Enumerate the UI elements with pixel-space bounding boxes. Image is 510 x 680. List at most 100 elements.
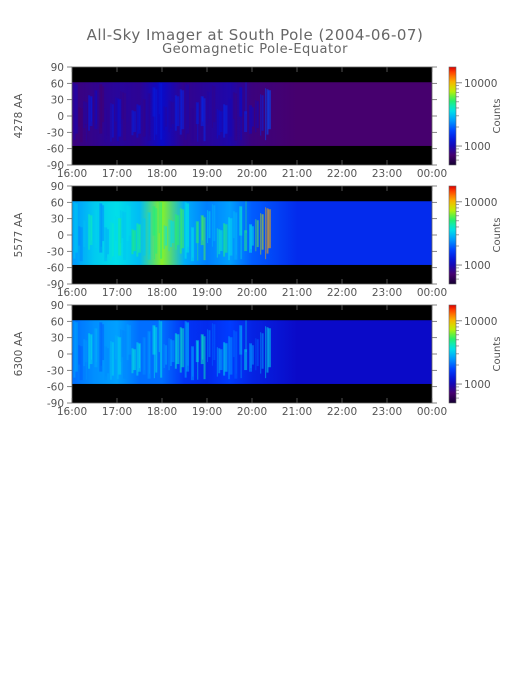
heatmap-streak: [111, 223, 114, 257]
heatmap-streak: [211, 323, 213, 366]
heatmap-streak: [144, 219, 146, 252]
heatmap-streak: [255, 219, 257, 252]
heatmap-streak: [184, 83, 187, 140]
x-tick-label: 16:00: [57, 287, 87, 299]
heatmap-streak: [266, 89, 269, 135]
heatmap-streak: [139, 344, 141, 369]
heatmap-streak: [240, 326, 242, 379]
y-tick-label: 60: [51, 197, 64, 209]
heatmap-streak: [121, 92, 124, 120]
heatmap-streak: [155, 208, 158, 254]
heatmap-streak: [78, 345, 81, 365]
heatmap-streak: [267, 328, 271, 368]
heatmap-streak: [174, 214, 177, 250]
heatmap-streak: [88, 95, 91, 131]
heatmap-streak: [72, 320, 73, 353]
x-tick-label: 00:00: [417, 287, 447, 299]
heatmap-streak: [83, 101, 86, 129]
heatmap-streak: [111, 342, 114, 376]
colorbar-label: Counts: [492, 337, 503, 372]
chart-title: All-Sky Imager at South Pole (2004-06-07…: [86, 26, 424, 44]
x-tick-label: 00:00: [417, 406, 447, 418]
heatmap-streak: [88, 214, 91, 250]
heatmap-streak: [73, 321, 76, 378]
heatmap-streak: [74, 84, 78, 134]
heatmap-streak: [232, 330, 235, 358]
heatmap-streak: [123, 212, 127, 260]
heatmap-streak: [131, 229, 134, 255]
panel-1: 90 60 30 0 -30 -60 -90 4278 AA 16:00 17:00 18:00 19…: [13, 62, 503, 180]
heatmap-streak: [202, 97, 204, 122]
heatmap-streak: [219, 111, 223, 133]
heatmap-streak: [265, 88, 267, 141]
heatmap-streak: [90, 335, 92, 360]
heatmap-streak: [88, 333, 91, 369]
y-tick-label: 0: [57, 111, 64, 123]
heatmap-streak: [192, 228, 194, 258]
y-tick-label: 30: [51, 333, 64, 345]
heatmap-streak: [219, 349, 223, 371]
y-tick-label: -30: [47, 246, 64, 258]
heatmap-streak: [136, 223, 139, 257]
heatmap-streak: [213, 205, 216, 242]
x-tick-label: 20:00: [237, 287, 267, 299]
y-axis-label: 6300 AA: [13, 331, 25, 377]
colorbar-tick-label: 1000: [464, 379, 491, 391]
heatmap-streak: [116, 98, 119, 142]
colorbar: [448, 66, 457, 166]
x-tick-label: 18:00: [147, 168, 177, 180]
x-tick-label: 17:00: [102, 168, 132, 180]
heatmap-streak: [105, 109, 107, 139]
x-tick-label: 23:00: [372, 406, 402, 418]
heatmap-streak: [174, 333, 177, 369]
heatmap-streak: [208, 92, 211, 120]
heatmap-streak: [187, 85, 189, 128]
heatmap-streak: [86, 222, 88, 261]
y-tick-label: 90: [51, 62, 64, 74]
heatmap-streak: [144, 338, 146, 371]
heatmap-streak: [136, 104, 139, 138]
heatmap-streak: [232, 92, 235, 120]
heatmap-streak: [153, 207, 155, 260]
heatmap-streak: [216, 347, 218, 377]
heatmap-streak: [184, 321, 187, 378]
heatmap-streak: [148, 213, 150, 255]
x-tick-label: 19:00: [192, 168, 222, 180]
heatmap-streak: [158, 82, 160, 115]
colorbar-tick-label: 10000: [464, 78, 497, 90]
x-tick-label: 19:00: [192, 406, 222, 418]
heatmap-streak: [207, 329, 209, 363]
heatmap-streak: [240, 207, 242, 260]
heatmap-streak: [266, 327, 269, 373]
heatmap-streak: [171, 340, 175, 363]
x-tick-label: 20:00: [237, 406, 267, 418]
heatmap-streak: [79, 346, 83, 381]
heatmap-streak: [245, 320, 247, 353]
heatmap-streak: [203, 217, 206, 261]
colorbar-label: Counts: [492, 99, 503, 134]
colorbar: [448, 304, 457, 404]
heatmap-streak: [224, 224, 228, 253]
y-tick-label: -30: [47, 127, 64, 139]
heatmap-streak: [244, 111, 248, 133]
y-tick-label: -90: [47, 398, 64, 410]
heatmap-streak: [218, 110, 221, 136]
heatmap-streak: [250, 344, 252, 369]
heatmap-streak: [160, 202, 163, 259]
x-tick-label: 16:00: [57, 168, 87, 180]
heatmap-streak: [187, 204, 189, 247]
heatmap-streak: [261, 333, 264, 369]
heatmap-streak: [223, 342, 226, 376]
heatmap-streak: [90, 216, 92, 241]
heatmap-streak: [255, 338, 257, 371]
heatmap-streak: [235, 94, 237, 136]
heatmap-streak: [187, 323, 189, 366]
heatmap-streak: [79, 108, 83, 143]
heatmap-streak: [224, 105, 228, 134]
x-tick-label: 19:00: [192, 287, 222, 299]
heatmap-streak: [72, 82, 73, 115]
heatmap-streak: [127, 325, 131, 355]
heatmap-streak: [163, 225, 165, 250]
heatmap-streak: [73, 202, 76, 259]
x-tick-label: 21:00: [282, 168, 312, 180]
